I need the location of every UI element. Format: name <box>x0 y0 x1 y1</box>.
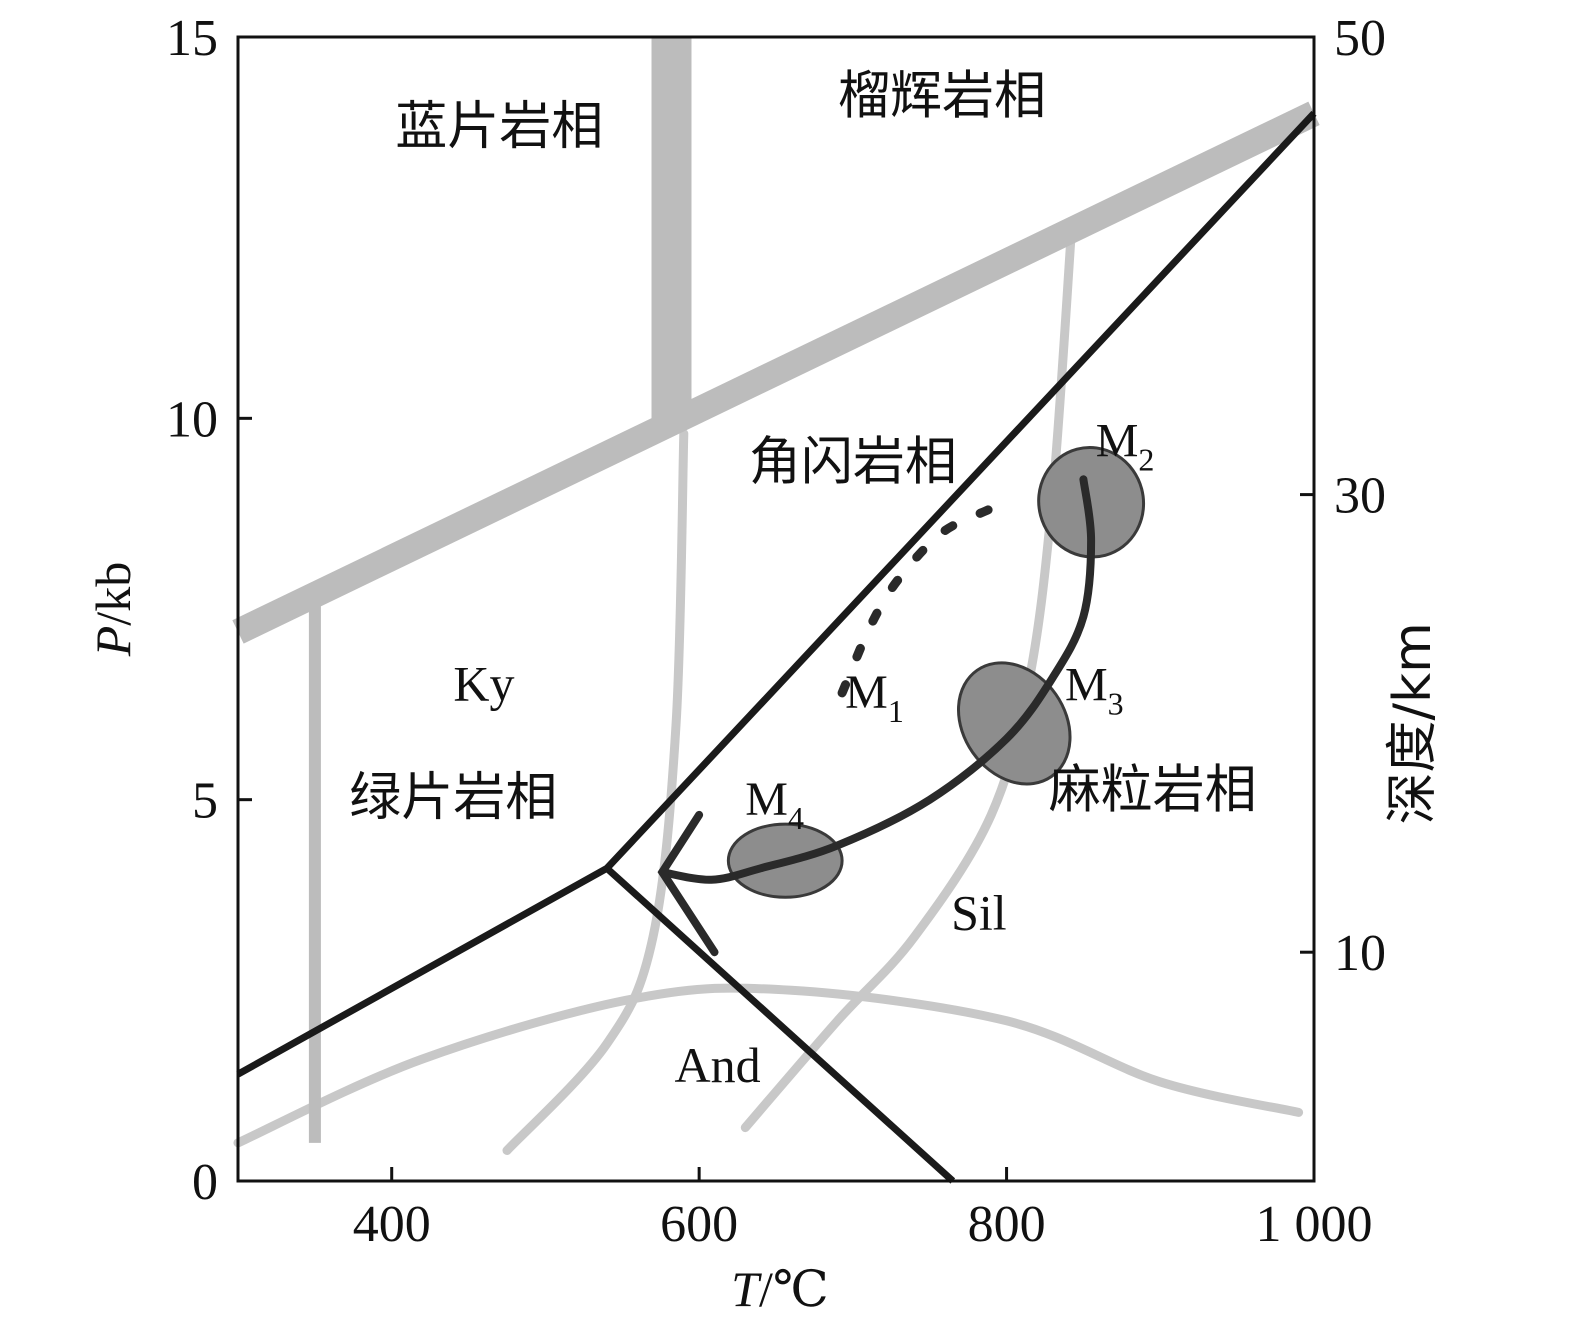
stage-label-m1: M1 <box>845 666 904 729</box>
stage-label-m3: M3 <box>1065 659 1124 722</box>
gray-boundaries-layer <box>232 37 1320 1155</box>
x-tick-label: 400 <box>353 1196 431 1253</box>
y-right-tick-label: 50 <box>1334 10 1386 67</box>
stage-subscript: 1 <box>888 693 904 729</box>
gray-curve-ky-and <box>233 983 1304 1148</box>
x-axis-var: T <box>731 1261 762 1317</box>
facies-label: 麻粒岩相 <box>1049 760 1257 820</box>
x-tick-label: 1 000 <box>1256 1196 1373 1253</box>
prograde-dotted-path <box>837 505 993 698</box>
facies-label: 角闪岩相 <box>749 432 957 492</box>
y-right-tick-label: 10 <box>1334 925 1386 982</box>
gray-band-blueschist-eclogite-upper-band <box>232 101 1320 644</box>
stage-label-m2: M2 <box>1096 414 1155 477</box>
y-axis-right-title: 深度/km <box>1383 622 1443 824</box>
y-left-tick-label: 5 <box>192 773 218 830</box>
stage-letter: M <box>1096 414 1139 467</box>
y-left-tick-label: 15 <box>166 10 218 67</box>
axis-ticks: 400 600 800 1 000 0 5 10 15 10 30 50 <box>166 10 1386 1253</box>
pt-path-curve <box>658 475 1096 884</box>
x-tick-label: 800 <box>968 1196 1046 1253</box>
mineral-field-label: And <box>675 1037 761 1093</box>
black-boundaries-layer <box>236 110 1317 1184</box>
facies-label: 蓝片岩相 <box>395 97 603 157</box>
y-left-tick-label: 10 <box>166 391 218 448</box>
stage-label-m4: M4 <box>745 773 804 836</box>
pt-path-layer <box>657 475 1096 957</box>
y-axis-var: P <box>85 626 141 658</box>
x-tick-label: 600 <box>660 1196 738 1253</box>
x-axis-unit: /℃ <box>759 1261 829 1317</box>
stage-letter: M <box>745 773 788 826</box>
x-axis-title: T/℃ <box>731 1261 829 1317</box>
facies-boundary-amphibolite-greenschist-granulite <box>236 110 1317 1078</box>
facies-label: 榴辉岩相 <box>838 66 1046 126</box>
facies-boundary-greenschist-amphibolite-low-p <box>604 865 956 1184</box>
pt-path-arrowhead <box>657 810 719 957</box>
y-right-tick-label: 30 <box>1334 468 1386 525</box>
mineral-field-label: Ky <box>453 656 514 712</box>
y-left-tick-label: 0 <box>192 1154 218 1211</box>
stage-letter: M <box>1065 659 1108 712</box>
stage-subscript: 2 <box>1138 441 1154 477</box>
gray-curve-ky-sil <box>502 429 689 1155</box>
y-axis-unit: /kb <box>85 562 141 626</box>
stage-subscript: 4 <box>788 800 804 836</box>
y-axis-left-title: P/kb <box>85 562 141 657</box>
facies-label: 绿片岩相 <box>349 768 557 828</box>
mineral-field-label: Sil <box>951 884 1007 940</box>
stage-subscript: 3 <box>1108 686 1124 722</box>
stage-letter: M <box>845 666 888 719</box>
plot-frame <box>236 35 1316 1183</box>
gray-curve-sil-boundary <box>740 230 1076 1133</box>
